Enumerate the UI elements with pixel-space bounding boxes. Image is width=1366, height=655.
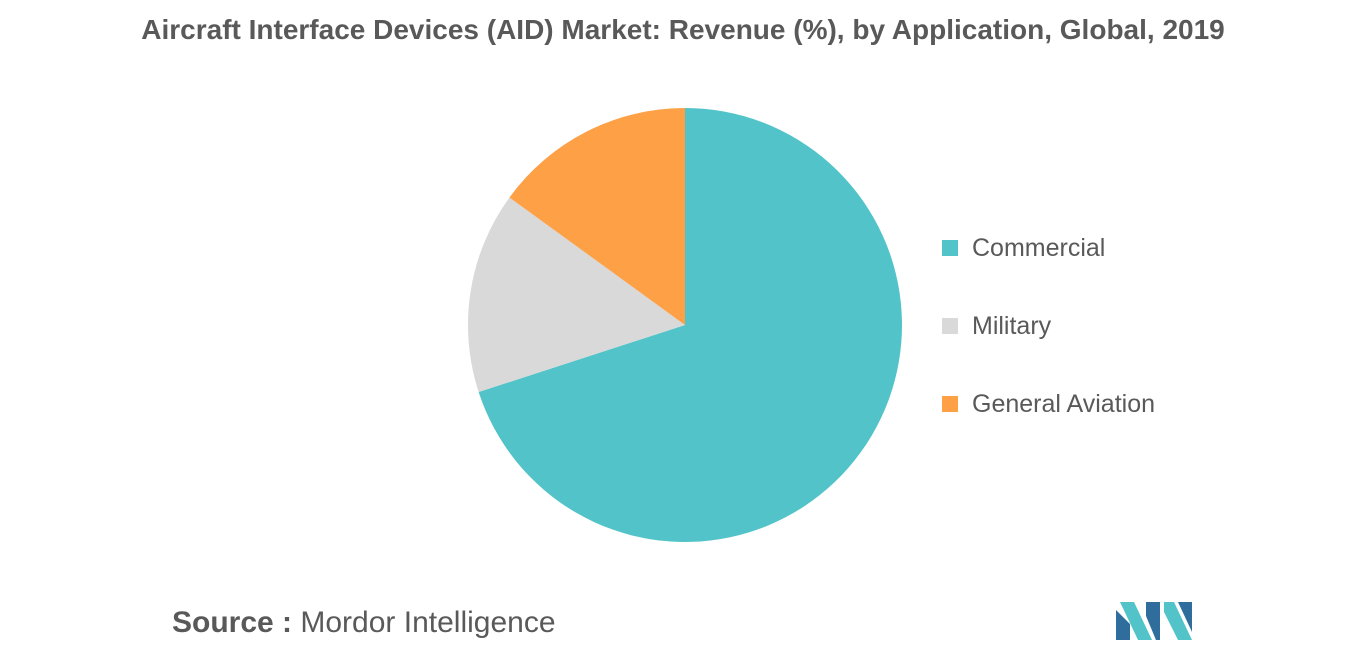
pie-slice-general-aviation [509,108,685,325]
legend-item-general-aviation: General Aviation [942,386,1155,422]
legend-swatch-military [942,318,958,334]
source-prefix: Source : [172,606,293,639]
chart-title: Aircraft Interface Devices (AID) Market:… [141,14,1225,45]
pie-chart [468,108,902,542]
mordor-intelligence-logo-icon [1116,602,1192,640]
pie-slice-military [468,197,685,393]
legend-label-commercial: Commercial [972,233,1106,262]
legend-item-military: Military [942,308,1155,344]
chart-legend: Commercial Military General Aviation [942,230,1155,464]
source-note: Source : Mordor Intelligence [172,606,556,640]
pie-slice-commercial [478,108,902,542]
legend-item-commercial: Commercial [942,230,1155,266]
legend-label-military: Military [972,311,1052,340]
legend-swatch-general-aviation [942,396,958,412]
source-name: Mordor Intelligence [300,606,556,639]
legend-label-general-aviation: General Aviation [972,389,1155,418]
legend-swatch-commercial [942,240,958,256]
